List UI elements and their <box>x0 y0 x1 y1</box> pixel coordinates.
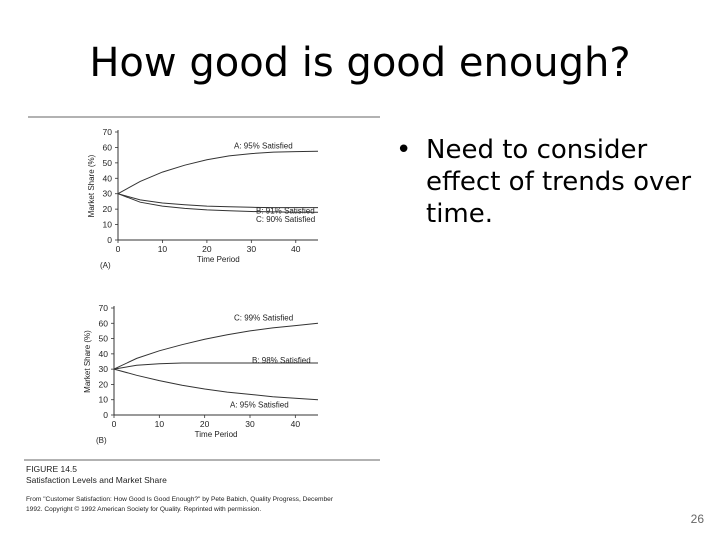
y-axis-label: Market Share (%) <box>87 154 96 217</box>
bullet-list: • Need to consider effect of trends over… <box>396 134 696 230</box>
slide-title: How good is good enough? <box>89 40 631 86</box>
series-label: B: 98% Satisfied <box>252 356 311 365</box>
y-tick-label: 0 <box>103 410 108 420</box>
y-tick-label: 70 <box>99 303 109 313</box>
figure-source-line-2: 1992. Copyright © 1992 American Society … <box>26 505 261 513</box>
series-label: C: 99% Satisfied <box>234 313 293 322</box>
bullet-text: Need to consider effect of trends over t… <box>426 135 692 229</box>
series-line <box>117 193 318 209</box>
x-tick-label: 10 <box>158 244 168 254</box>
panel-label: (A) <box>100 261 111 270</box>
y-tick-label: 60 <box>99 318 109 328</box>
x-axis-label: Time Period <box>195 430 238 439</box>
x-tick-label: 20 <box>202 244 212 254</box>
figure-svg: 0 10 20 30 40 50 60 70 0 10 20 30 40 Time Period Marke… <box>24 116 380 513</box>
y-tick-label: 60 <box>103 142 113 152</box>
y-tick-label: 50 <box>99 334 109 344</box>
x-tick-label: 20 <box>200 419 210 429</box>
y-axis-label: Market Share (%) <box>83 330 92 393</box>
series-line <box>113 322 319 370</box>
series-line <box>113 362 318 370</box>
y-tick-label: 30 <box>103 189 113 199</box>
series-line <box>117 150 319 195</box>
series-label: A: 95% Satisfied <box>234 141 293 150</box>
series-line <box>117 193 318 213</box>
bullet-marker: • <box>396 135 412 165</box>
series-label: C: 90% Satisfied <box>256 215 315 224</box>
bullet-item: • Need to consider effect of trends over… <box>396 134 696 230</box>
y-tick-label: 30 <box>99 364 109 374</box>
x-tick-label: 10 <box>155 419 165 429</box>
y-tick-label: 20 <box>103 204 113 214</box>
figure-source-line-1: From "Customer Satisfaction: How Good Is… <box>26 496 334 503</box>
y-tick-label: 10 <box>103 220 113 230</box>
figure: 0 10 20 30 40 50 60 70 0 10 20 30 40 Time Period Marke… <box>22 110 384 530</box>
y-tick-label: 40 <box>99 349 109 359</box>
y-tick-label: 10 <box>99 395 109 405</box>
x-axis-label: Time Period <box>197 255 240 264</box>
x-tick-label: 30 <box>247 244 257 254</box>
y-tick-label: 70 <box>103 127 113 137</box>
series-label: A: 95% Satisfied <box>230 401 289 410</box>
figure-number: FIGURE 14.5 <box>26 464 77 474</box>
y-tick-label: 40 <box>103 173 113 183</box>
x-tick-label: 0 <box>112 419 117 429</box>
y-tick-label: 0 <box>107 235 112 245</box>
chart-panel-b: 0 10 20 30 40 50 60 70 0 10 20 30 40 Time Period Marke… <box>83 303 319 445</box>
x-tick-label: 30 <box>245 419 255 429</box>
page-number: 26 <box>690 512 704 526</box>
x-tick-label: 0 <box>116 244 121 254</box>
y-tick-label: 20 <box>99 379 109 389</box>
panel-label: (B) <box>96 436 107 445</box>
series-line <box>113 368 319 401</box>
chart-panel-a: 0 10 20 30 40 50 60 70 0 10 20 30 40 Time Period Marke… <box>87 127 319 270</box>
y-tick-label: 50 <box>103 158 113 168</box>
figure-caption: Satisfaction Levels and Market Share <box>26 475 167 485</box>
x-tick-label: 40 <box>291 419 301 429</box>
series-label: B: 91% Satisfied <box>256 207 315 216</box>
x-tick-label: 40 <box>291 244 301 254</box>
